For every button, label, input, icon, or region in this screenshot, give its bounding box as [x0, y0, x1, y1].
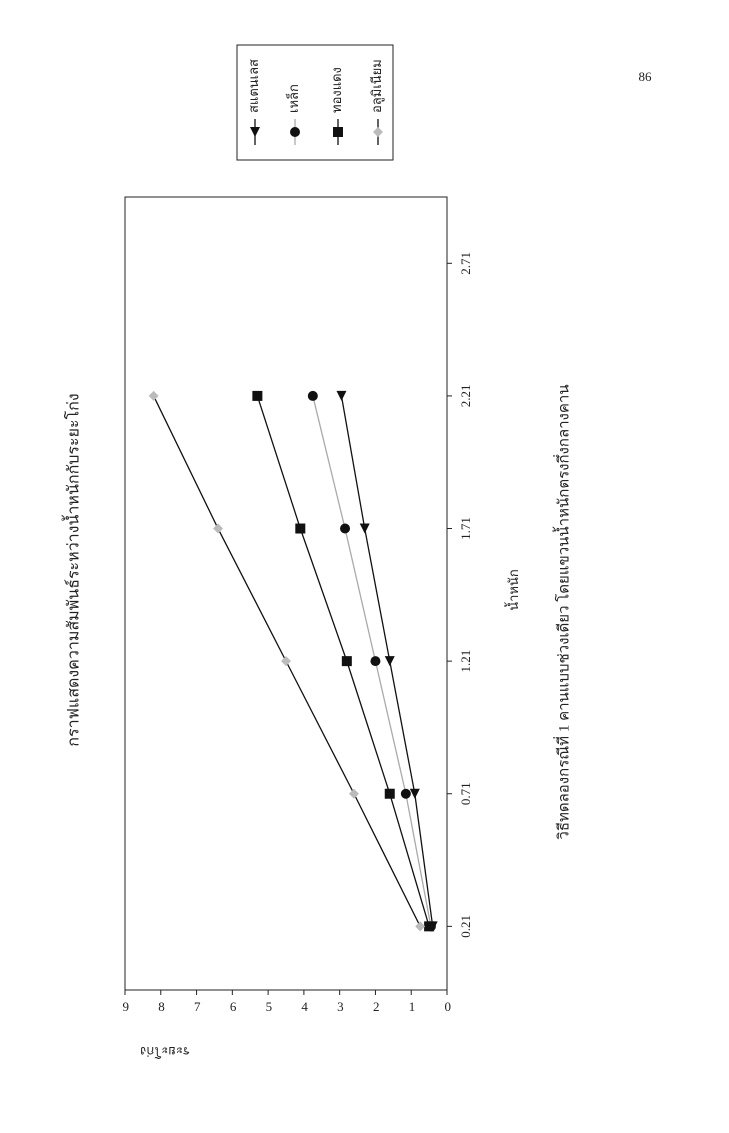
marker: [384, 656, 395, 667]
y-tick-label: 7: [194, 999, 201, 1014]
marker: [213, 523, 224, 534]
x-tick-label: 2.21: [458, 385, 473, 408]
marker: [341, 656, 352, 667]
y-tick-label: 0: [445, 999, 452, 1014]
marker: [290, 127, 300, 137]
x-tick-label: 1.21: [458, 650, 473, 673]
marker: [307, 390, 318, 401]
legend-label: ทองแดง: [329, 67, 344, 113]
chart-title: กราฟแสดงความสัมพันธ์ระหว่างน้ำหนักกับระย…: [62, 393, 83, 746]
legend-label: อลูมิเนียม: [369, 59, 385, 113]
y-tick-label: 9: [123, 999, 130, 1014]
page-number: 86: [639, 69, 653, 84]
x-tick-label: 2.71: [458, 252, 473, 275]
marker: [400, 788, 411, 799]
marker: [359, 523, 370, 534]
marker: [281, 656, 291, 667]
marker: [348, 788, 359, 799]
marker: [340, 523, 351, 534]
y-tick-label: 3: [337, 999, 344, 1014]
caption: วิธีทดลองกรณีที่ 1 คานแบบช่วงเดียว โดยแข…: [552, 384, 572, 840]
marker: [295, 523, 306, 534]
plot-area: [124, 196, 448, 991]
marker: [373, 127, 383, 137]
marker: [148, 390, 159, 401]
y-tick-label: 2: [373, 999, 380, 1014]
marker: [415, 921, 426, 932]
x-axis-label: น้ำหนัก: [504, 569, 521, 611]
x-tick-label: 0.71: [458, 782, 473, 805]
x-tick-label: 0.21: [458, 915, 473, 938]
y-tick-label: 8: [158, 999, 165, 1014]
legend-label: เหล็ก: [284, 84, 301, 113]
marker: [333, 127, 343, 137]
marker: [424, 921, 435, 932]
y-tick-label: 1: [409, 999, 416, 1014]
rotated-chart: กราฟแสดงความสัมพันธ์ระหว่างน้ำหนักกับระย…: [62, 44, 572, 1059]
y-tick-label: 4: [301, 999, 308, 1014]
marker: [250, 127, 260, 137]
series-line: [340, 395, 434, 927]
legend-label: สแตนเลส: [246, 59, 261, 113]
marker: [336, 390, 347, 401]
marker: [384, 788, 395, 799]
legend-box: [236, 44, 394, 161]
marker: [370, 656, 381, 667]
x-tick-label: 1.71: [458, 517, 473, 540]
y-tick-label: 6: [230, 999, 237, 1014]
marker: [252, 390, 263, 401]
y-axis-label: ระยะโก่ง: [140, 1044, 190, 1059]
marker: [409, 788, 420, 799]
y-tick-label: 5: [266, 999, 273, 1014]
